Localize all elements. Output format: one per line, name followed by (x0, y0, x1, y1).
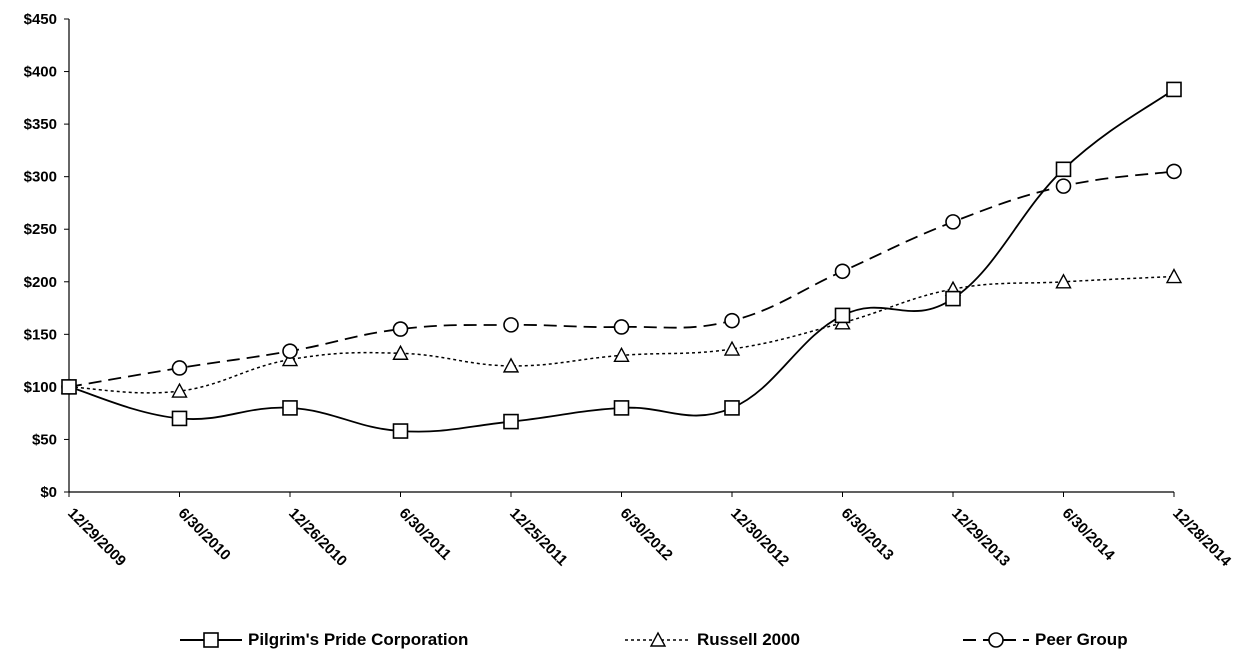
legend-item-series-0: Pilgrim's Pride Corporation (180, 630, 468, 650)
data-point-triangle (171, 382, 188, 398)
data-point-square (724, 400, 740, 416)
y-tick-label: $100 (24, 379, 57, 396)
data-point-circle (392, 321, 409, 337)
legend-label: Russell 2000 (697, 630, 801, 649)
y-tick-label: $350 (24, 116, 57, 133)
legend-label: Peer Group (1035, 630, 1128, 649)
data-point-circle (945, 214, 961, 230)
legend: Pilgrim's Pride Corporation Russell 2000… (0, 630, 1248, 663)
x-tick-label: 12/28/2014 (1169, 505, 1235, 571)
x-tick-label: 6/30/2010 (175, 505, 234, 564)
data-point-triangle (1055, 273, 1072, 289)
data-point-triangle (1165, 268, 1183, 284)
data-point-triangle (392, 344, 409, 360)
series-line-0 (68, 88, 1175, 433)
data-point-square (945, 290, 961, 307)
legend-swatch-circle-icon (963, 632, 1029, 648)
data-point-square (392, 423, 409, 439)
y-tick-label: $50 (32, 431, 57, 448)
data-point-square (1166, 81, 1182, 98)
legend-item-series-2: Peer Group (963, 630, 1128, 650)
y-tick-label: $300 (24, 169, 57, 186)
data-point-circle (834, 263, 851, 280)
data-point-triangle (281, 351, 299, 367)
x-tick-label: 12/30/2012 (727, 505, 792, 570)
legend-item-series-1: Russell 2000 (625, 630, 800, 650)
data-point-circle (282, 343, 298, 359)
data-point-triangle (723, 340, 741, 356)
y-tick-label: $0 (40, 484, 57, 501)
x-tick-label: 6/30/2011 (396, 505, 455, 564)
data-point-circle (503, 317, 519, 333)
y-tick-label: $150 (24, 326, 57, 343)
legend-swatch-square-icon (180, 632, 242, 648)
data-point-square (61, 379, 77, 395)
y-tick-label: $250 (24, 221, 57, 238)
data-point-circle (1055, 178, 1072, 194)
line-chart: $0 $50 $100 $150 $200 $250 $300 $350 $400 $450 12/… (24, 11, 1235, 571)
data-point-square (171, 410, 188, 427)
x-tick-label: 6/30/2012 (617, 505, 676, 564)
y-tick-label: $450 (24, 11, 57, 28)
y-tick-label: $200 (24, 274, 57, 291)
x-tick-label: 12/25/2011 (506, 505, 571, 570)
x-tick-label: 6/30/2014 (1059, 505, 1119, 565)
data-point-circle (1166, 163, 1182, 180)
x-tick-label: 12/29/2013 (948, 505, 1013, 570)
data-point-circle (171, 360, 188, 376)
legend-swatch-triangle-icon (625, 631, 691, 647)
x-tick-label: 6/30/2013 (838, 505, 897, 564)
data-point-square (613, 400, 630, 416)
data-point-circle (724, 312, 740, 329)
data-point-square (1055, 161, 1072, 178)
data-point-circle (613, 319, 630, 335)
data-point-triangle (613, 346, 630, 363)
x-tick-label: 12/26/2010 (285, 505, 350, 570)
legend-label: Pilgrim's Pride Corporation (248, 630, 469, 649)
data-point-square (834, 307, 851, 324)
x-tick-label: 12/29/2009 (64, 505, 129, 570)
data-point-triangle (502, 357, 520, 373)
series-line-2 (68, 170, 1175, 388)
y-tick-label: $400 (24, 64, 57, 81)
data-point-square (503, 413, 519, 430)
data-point-square (282, 400, 298, 416)
